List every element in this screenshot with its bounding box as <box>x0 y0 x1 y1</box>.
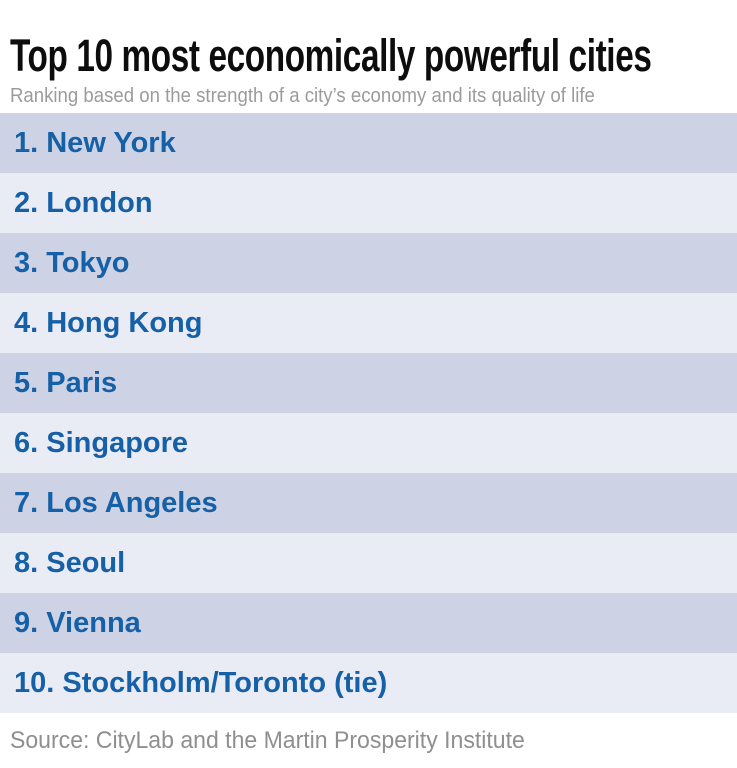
footer: Source: CityLab and the Martin Prosperit… <box>0 713 737 768</box>
page-title: Top 10 most economically powerful cities <box>10 30 652 81</box>
ranking-row-7: 7. Los Angeles <box>0 473 737 533</box>
ranking-row-label: 5. Paris <box>14 366 118 399</box>
ranking-row-label: 3. Tokyo <box>14 246 130 279</box>
source-attribution: Source: CityLab and the Martin Prosperit… <box>10 726 525 754</box>
ranking-list: 1. New York 2. London 3. Tokyo 4. Hong K… <box>0 113 737 713</box>
ranking-row-6: 6. Singapore <box>0 413 737 473</box>
ranking-row-1: 1. New York <box>0 113 737 173</box>
ranking-row-label: 10. Stockholm/Toronto (tie) <box>14 666 388 699</box>
header: Top 10 most economically powerful cities… <box>0 0 737 113</box>
ranking-row-label: 4. Hong Kong <box>14 306 203 339</box>
ranking-row-label: 1. New York <box>14 126 176 159</box>
ranking-row-2: 2. London <box>0 173 737 233</box>
page-subtitle: Ranking based on the strength of a city’… <box>10 85 595 107</box>
ranking-row-label: 8. Seoul <box>14 546 126 579</box>
ranking-row-label: 7. Los Angeles <box>14 486 218 519</box>
ranking-row-8: 8. Seoul <box>0 533 737 593</box>
ranking-row-4: 4. Hong Kong <box>0 293 737 353</box>
ranking-row-10: 10. Stockholm/Toronto (tie) <box>0 653 737 713</box>
ranking-row-label: 6. Singapore <box>14 426 189 459</box>
ranking-row-9: 9. Vienna <box>0 593 737 653</box>
ranking-row-5: 5. Paris <box>0 353 737 413</box>
ranking-row-label: 9. Vienna <box>14 606 141 639</box>
ranking-row-label: 2. London <box>14 186 153 219</box>
ranking-row-3: 3. Tokyo <box>0 233 737 293</box>
